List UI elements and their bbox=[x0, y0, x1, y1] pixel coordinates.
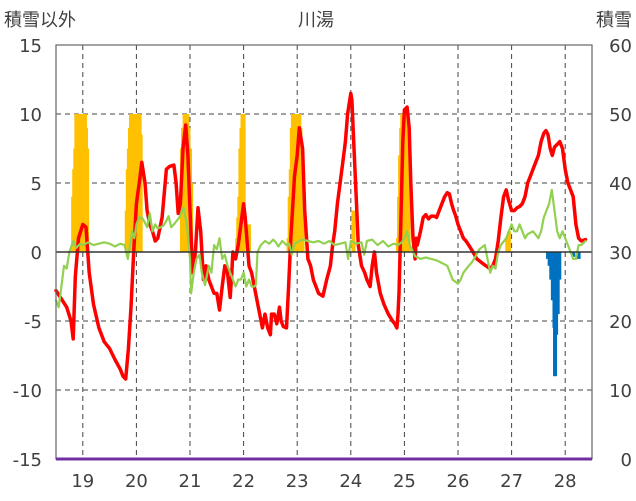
snow-bar bbox=[406, 127, 411, 252]
right-tick-label: 10 bbox=[609, 381, 632, 402]
snow-bar bbox=[85, 148, 90, 252]
bar-layer bbox=[71, 114, 581, 377]
right-tick-label: 40 bbox=[609, 174, 632, 195]
x-tick-label: 19 bbox=[71, 471, 94, 492]
snow-bar bbox=[241, 114, 246, 252]
x-tick-label: 22 bbox=[232, 471, 255, 492]
line-layer bbox=[54, 91, 588, 381]
right-tick-label: 50 bbox=[609, 105, 632, 126]
series-line bbox=[54, 91, 588, 381]
right-tick-label: 60 bbox=[609, 36, 632, 57]
x-tick-label: 26 bbox=[447, 471, 470, 492]
snow-bar bbox=[246, 224, 251, 252]
x-tick-label: 27 bbox=[500, 471, 523, 492]
left-tick-label: -15 bbox=[13, 450, 42, 471]
left-tick-label: -10 bbox=[13, 381, 42, 402]
snow-bar bbox=[576, 252, 581, 259]
left-tick-label: 5 bbox=[31, 174, 42, 195]
x-tick-label: 24 bbox=[339, 471, 362, 492]
left-axis-label: 積雪以外 bbox=[4, 10, 76, 31]
series-line bbox=[54, 188, 587, 309]
snow-bar bbox=[555, 252, 560, 315]
x-tick-label: 23 bbox=[286, 471, 309, 492]
snow-bar bbox=[351, 210, 356, 252]
left-tick-label: 0 bbox=[31, 243, 42, 264]
right-tick-label: 30 bbox=[609, 243, 632, 264]
snow-bar bbox=[300, 183, 305, 252]
x-tick-label: 25 bbox=[393, 471, 416, 492]
left-tick-label: 15 bbox=[19, 36, 42, 57]
chart-title: 川湯 bbox=[298, 10, 334, 31]
right-axis-label: 積雪 bbox=[596, 10, 632, 31]
right-tick-label: 0 bbox=[621, 450, 632, 471]
snow-bar bbox=[138, 134, 143, 252]
snow-bar bbox=[506, 231, 511, 252]
left-tick-label: 10 bbox=[19, 105, 42, 126]
right-tick-label: 20 bbox=[609, 312, 632, 333]
x-tick-label: 28 bbox=[554, 471, 577, 492]
x-tick-label: 21 bbox=[179, 471, 202, 492]
x-tick-label: 20 bbox=[125, 471, 148, 492]
snow-bar bbox=[557, 252, 562, 280]
left-tick-label: -5 bbox=[24, 312, 42, 333]
snow-bar bbox=[571, 252, 576, 257]
